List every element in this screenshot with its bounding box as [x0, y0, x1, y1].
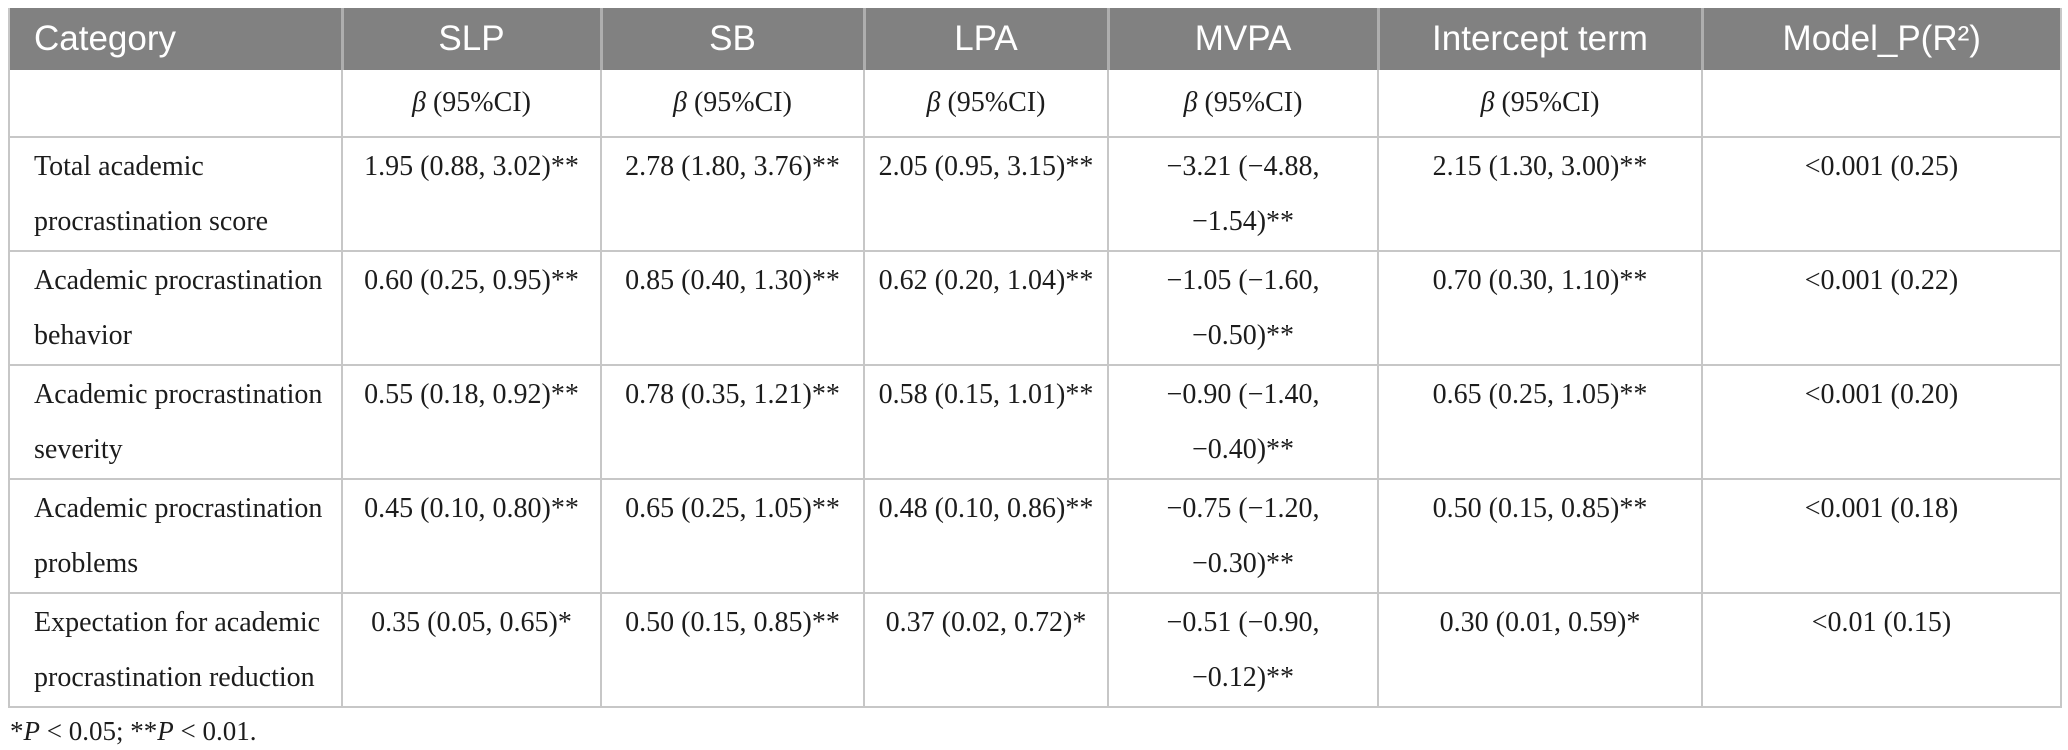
cell-category: Total academic procrastination score — [9, 136, 342, 251]
cell-lpa: 0.62 (0.20, 1.04)** — [863, 250, 1108, 365]
cell-lpa: 2.05 (0.95, 3.15)** — [863, 136, 1108, 251]
cell-category: Academic procrastination behavior — [9, 250, 342, 365]
footnote-p: P — [157, 716, 174, 746]
significance-footnote: *P < 0.05; **P < 0.01. — [10, 716, 2060, 747]
cell-sb: 0.78 (0.35, 1.21)** — [600, 364, 864, 479]
cell-lpa: 0.37 (0.02, 0.72)* — [863, 592, 1108, 707]
regression-results-table: Category SLP SB LPA MVPA Intercept term … — [8, 8, 2062, 708]
table-row: Total academic procrastination score 1.9… — [9, 136, 2061, 251]
cell-slp: 1.95 (0.88, 3.02)** — [341, 136, 601, 251]
cell-model-p: <0.001 (0.20) — [1701, 364, 2061, 479]
subheader-beta-ci-mvpa: β (95%CI) — [1107, 70, 1378, 138]
ci-label: (95%CI) — [1197, 87, 1303, 118]
cell-category: Academic procrastination problems — [9, 478, 342, 593]
cell-intercept: 2.15 (1.30, 3.00)** — [1377, 136, 1702, 251]
cell-slp: 0.55 (0.18, 0.92)** — [341, 364, 601, 479]
table-row: Academic procrastination behavior 0.60 (… — [9, 250, 2061, 365]
ci-label: (95%CI) — [425, 87, 531, 118]
cell-category: Academic procrastination severity — [9, 364, 342, 479]
footnote-star: ** — [130, 716, 158, 746]
subheader-beta-ci-sb: β (95%CI) — [600, 70, 864, 138]
cell-mvpa: −0.90 (−1.40, −0.40)** — [1107, 364, 1378, 479]
beta-symbol: β — [412, 87, 426, 118]
cell-lpa: 0.58 (0.15, 1.01)** — [863, 364, 1108, 479]
subheader-beta-ci-lpa: β (95%CI) — [863, 70, 1108, 138]
cell-intercept: 0.30 (0.01, 0.59)* — [1377, 592, 1702, 707]
cell-mvpa: −0.51 (−0.90, −0.12)** — [1107, 592, 1378, 707]
footnote-star: * — [10, 716, 24, 746]
column-header-lpa: LPA — [862, 8, 1108, 70]
ci-label: (95%CI) — [1494, 87, 1600, 118]
cell-category: Expectation for academic procrastination… — [9, 592, 342, 707]
table-row: Expectation for academic procrastination… — [9, 592, 2061, 707]
cell-sb: 2.78 (1.80, 3.76)** — [600, 136, 864, 251]
cell-sb: 0.65 (0.25, 1.05)** — [600, 478, 864, 593]
column-header-model-p-r2: Model_P(R²) — [1700, 8, 2061, 70]
column-header-mvpa: MVPA — [1106, 8, 1378, 70]
cell-model-p: <0.001 (0.25) — [1701, 136, 2061, 251]
cell-slp: 0.35 (0.05, 0.65)* — [341, 592, 601, 707]
cell-mvpa: −0.75 (−1.20, −0.30)** — [1107, 478, 1378, 593]
ci-label: (95%CI) — [686, 87, 792, 118]
cell-mvpa: −3.21 (−4.88, −1.54)** — [1107, 136, 1378, 251]
cell-model-p: <0.001 (0.18) — [1701, 478, 2061, 593]
column-header-category: Category — [9, 8, 342, 70]
ci-label: (95%CI) — [940, 87, 1046, 118]
cell-model-p: <0.001 (0.22) — [1701, 250, 2061, 365]
cell-intercept: 0.70 (0.30, 1.10)** — [1377, 250, 1702, 365]
cell-slp: 0.45 (0.10, 0.80)** — [341, 478, 601, 593]
cell-sb: 0.50 (0.15, 0.85)** — [600, 592, 864, 707]
cell-intercept: 0.50 (0.15, 0.85)** — [1377, 478, 1702, 593]
beta-symbol: β — [1480, 87, 1495, 118]
subheader-empty-category — [9, 70, 342, 138]
subheader-row: β (95%CI) β (95%CI) β (95%CI) β (95%CI) … — [9, 70, 2061, 138]
beta-symbol: β — [1183, 87, 1198, 118]
table-row: Academic procrastination severity 0.55 (… — [9, 364, 2061, 479]
column-header-slp: SLP — [340, 8, 601, 70]
footnote-text: < 0.01. — [173, 716, 257, 746]
cell-lpa: 0.48 (0.10, 0.86)** — [863, 478, 1108, 593]
cell-sb: 0.85 (0.40, 1.30)** — [600, 250, 864, 365]
cell-mvpa: −1.05 (−1.60, −0.50)** — [1107, 250, 1378, 365]
footnote-p: P — [23, 716, 41, 746]
subheader-beta-ci-slp: β (95%CI) — [341, 70, 601, 138]
column-header-sb: SB — [599, 8, 864, 70]
beta-symbol: β — [673, 87, 687, 118]
cell-slp: 0.60 (0.25, 0.95)** — [341, 250, 601, 365]
subheader-beta-ci-intercept: β (95%CI) — [1377, 70, 1702, 138]
cell-intercept: 0.65 (0.25, 1.05)** — [1377, 364, 1702, 479]
beta-symbol: β — [926, 87, 941, 118]
table-row: Academic procrastination problems 0.45 (… — [9, 478, 2061, 593]
table-header-row: Category SLP SB LPA MVPA Intercept term … — [9, 8, 2061, 70]
cell-model-p: <0.01 (0.15) — [1701, 592, 2061, 707]
footnote-text: < 0.05; — [40, 716, 131, 746]
column-header-intercept-term: Intercept term — [1376, 8, 1702, 70]
subheader-empty-model — [1701, 70, 2061, 138]
